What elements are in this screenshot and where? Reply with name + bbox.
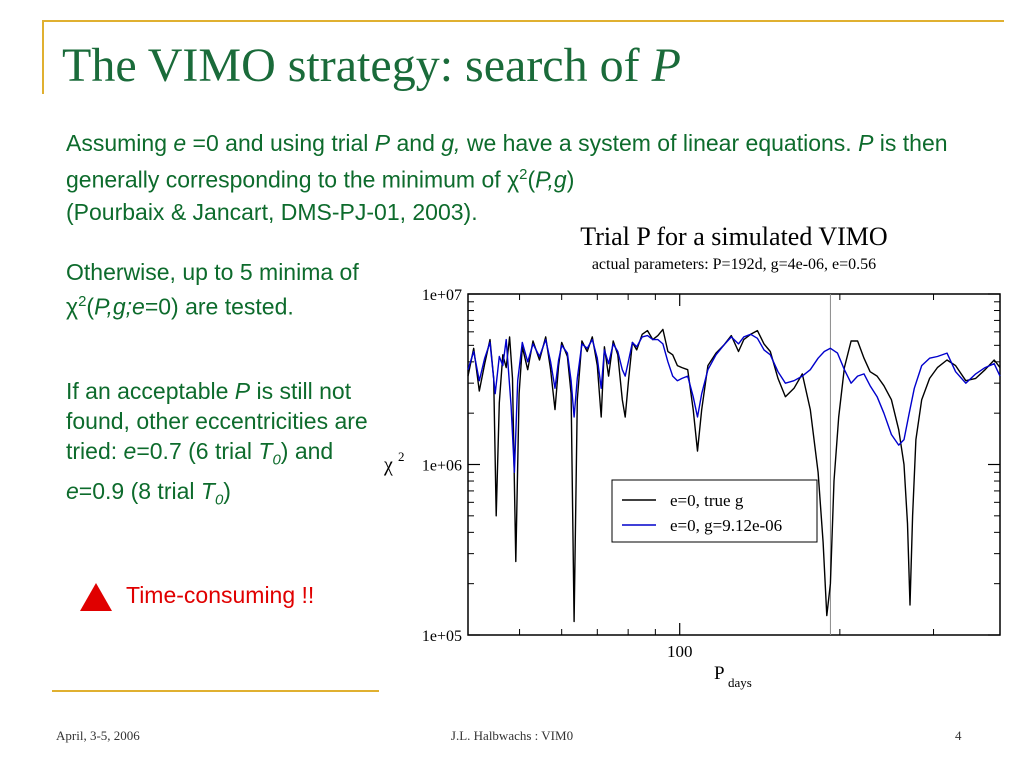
top-rule [42, 20, 1004, 22]
warning-triangle-icon [80, 583, 112, 611]
intro-var-p: P [374, 130, 391, 156]
bullet-var-p: P [234, 378, 251, 404]
bullet-sub: 0 [215, 491, 223, 508]
bullet-text: =0.7 (6 trial [136, 438, 259, 464]
legend-label: e=0, g=9.12e-06 [670, 516, 782, 535]
bullet-sub-text: 0 [272, 451, 281, 469]
intro-text: and [390, 130, 442, 156]
title-variable: P [651, 39, 681, 92]
intro-paragraph: Assuming e =0 and using trial P and g, w… [66, 127, 966, 228]
bullet-var-e: e [66, 477, 79, 504]
x-axis-label-sub: days [728, 675, 752, 690]
y-tick-label: 1e+05 [422, 628, 462, 645]
bullet-var-t: T [200, 477, 215, 504]
bullet-text: Otherwise, up to 5 minima of [66, 259, 359, 285]
bullet-text: ( [86, 293, 95, 320]
chart-title: Trial P for a simulated VIMO [580, 222, 888, 251]
intro-text: we have a system of linear equations. [460, 130, 859, 156]
intro-text: ) [566, 166, 575, 193]
y-tick-label: 1e+06 [422, 458, 462, 475]
intro-var-e: e [173, 130, 187, 156]
intro-text: Assuming [66, 130, 174, 156]
footer-author: J.L. Halbwachs : VIM0 [450, 728, 574, 743]
plot-frame [467, 293, 1001, 636]
bullet-text: ) and [280, 438, 334, 464]
bullet-text: ) [223, 477, 231, 504]
bottom-rule [52, 690, 379, 692]
intro-text: =0 and using trial [186, 130, 375, 156]
bullet-var-t: T [258, 438, 273, 464]
y-axis-label: χ [383, 454, 393, 476]
left-rule [42, 20, 44, 94]
chart-subtitle: actual parameters: P=192d, g=4e-06, e=0.… [591, 256, 877, 273]
series-line-2 [467, 333, 1001, 473]
bullet-text: =0.9 (8 trial [78, 477, 201, 504]
intro-sup: 2 [519, 166, 528, 183]
intro-reference: (Pourbaix & Jancart, DMS-PJ-01, 2003). [66, 198, 478, 225]
x-tick-label: 100 [667, 642, 693, 661]
bullet-eccentricities: If an acceptable P is still not found, o… [66, 376, 376, 515]
series-line-1 [467, 328, 1001, 623]
legend-box [611, 479, 818, 543]
footer-page-number: 4 [955, 728, 962, 743]
intro-var-p: P [858, 130, 874, 156]
y-axis-label-sup: 2 [398, 449, 405, 464]
bullet-text: is still not found, other eccentricities… [66, 378, 368, 464]
warning-text: Time-consuming !! [126, 582, 315, 608]
intro-args: P,g [535, 166, 567, 193]
title-text: The VIMO strategy: search of [62, 39, 652, 92]
legend-label: e=0, true g [670, 491, 744, 510]
intro-text: ( [527, 166, 536, 193]
bullet-text: =0) are tested. [144, 293, 294, 320]
bullet-text: If an acceptable [66, 378, 235, 404]
bullet-sub-text: 0 [214, 491, 224, 509]
bullet-sup: 2 [78, 293, 87, 310]
bullet-sub: 0 [272, 452, 280, 469]
intro-var-g: g, [441, 130, 461, 156]
bullet-args: P,g;e [94, 293, 145, 320]
y-tick-label: 1e+07 [422, 287, 462, 304]
slide-title: The VIMO strategy: search of P [62, 39, 681, 93]
x-axis-label: P [714, 663, 725, 684]
footer-date: April, 3-5, 2006 [56, 728, 140, 743]
bullet-chi: χ [66, 293, 79, 320]
bullet-minima: Otherwise, up to 5 minima of χ2(P,g;e=0)… [66, 257, 376, 322]
intro-chi: χ [507, 166, 520, 193]
bullet-var-e: e [123, 438, 137, 464]
intro-text: is then generally corresponding to the m… [66, 130, 948, 193]
